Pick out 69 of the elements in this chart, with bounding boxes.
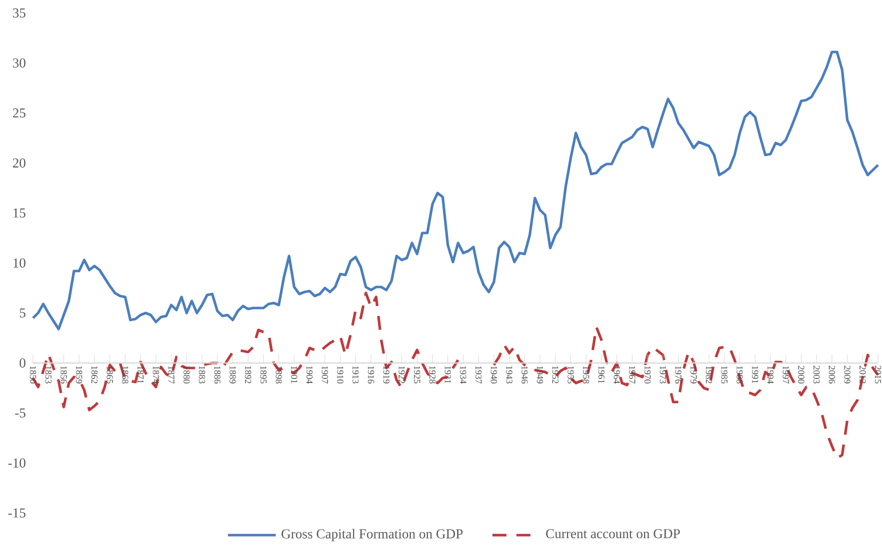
y-tick-label: 35 <box>12 8 26 18</box>
x-tick-label: 1883 <box>198 366 206 384</box>
x-tick-label: 1931 <box>444 366 451 384</box>
x-tick-label: 1976 <box>675 366 682 384</box>
x-tick-label: 1901 <box>291 366 298 384</box>
x-tick-label: 1967 <box>629 366 636 384</box>
x-tick-label: 1988 <box>736 366 743 384</box>
x-tick-label: 1958 <box>582 366 590 384</box>
x-tick-label: 1934 <box>460 366 466 384</box>
x-tick-label: 1949 <box>536 366 544 384</box>
y-tick-label: 30 <box>12 58 26 68</box>
x-tick-label: 1853 <box>45 366 52 384</box>
x-tick-label: 1925 <box>414 366 420 384</box>
x-tick-label: 2000 <box>798 366 804 384</box>
x-tick-label: 1898 <box>276 366 282 384</box>
x-tick-label: 1850 <box>30 366 36 384</box>
y-tick-label: -5 <box>15 408 26 418</box>
x-tick-label: 1895 <box>260 366 267 384</box>
x-tick-label: 1910 <box>337 366 344 384</box>
x-tick-label: 2015 <box>874 366 882 384</box>
x-tick-label: 1943 <box>506 366 512 384</box>
y-tick-label: 5 <box>20 308 26 318</box>
y-tick-label: 25 <box>12 108 26 118</box>
x-tick-label: 1874 <box>152 366 160 384</box>
x-tick-label: 1868 <box>122 366 128 384</box>
x-tick-label: 1970 <box>644 366 651 384</box>
x-tick-label: 1871 <box>137 366 144 384</box>
x-tick-label: 1907 <box>322 366 328 384</box>
x-tick-label: 1916 <box>368 366 374 384</box>
y-tick-label: 20 <box>12 158 26 168</box>
x-tick-label: 1913 <box>352 366 359 384</box>
y-tick-label: 0 <box>20 358 26 368</box>
y-tick-label: 15 <box>14 208 26 218</box>
x-tick-label: 1889 <box>230 366 236 384</box>
x-tick-label: 1859 <box>76 366 82 384</box>
y-tick-label: 10 <box>14 258 26 268</box>
x-tick-label: 1955 <box>568 366 574 384</box>
x-tick-label: 1982 <box>706 366 712 384</box>
x-tick-label: 1964 <box>614 366 620 384</box>
x-tick-label: 1886 <box>214 366 220 384</box>
x-tick-label: 1892 <box>244 366 252 384</box>
x-tick-label: 1880 <box>184 366 190 384</box>
x-tick-label: 1979 <box>690 366 697 384</box>
legend-label: Current account on GDP <box>546 529 680 538</box>
x-tick-label: 1856 <box>60 366 67 384</box>
x-tick-label: 1904 <box>306 366 313 384</box>
x-tick-label: 1922 <box>398 366 405 384</box>
x-tick-label: 1940 <box>490 366 498 384</box>
x-tick-label: 1973 <box>660 366 666 384</box>
x-tick-label: 1991 <box>752 366 758 384</box>
x-tick-label: 1994 <box>767 366 774 384</box>
x-tick-label: 2009 <box>844 366 850 384</box>
x-tick-label: 1946 <box>522 366 528 384</box>
x-tick-label: 1997 <box>782 366 789 384</box>
x-tick-label: 2006 <box>828 366 836 384</box>
y-tick-label: -10 <box>8 458 26 468</box>
x-tick-label: 2003 <box>813 366 820 384</box>
legend-label: Gross Capital Formation on GDP <box>282 528 463 542</box>
x-tick-label: 2012 <box>860 366 866 384</box>
x-tick-label: 1877 <box>168 366 174 384</box>
y-tick-label: -15 <box>8 508 26 518</box>
x-tick-label: 1862 <box>91 366 98 384</box>
x-tick-label: 1985 <box>721 366 728 384</box>
x-tick-label: 1937 <box>475 366 482 384</box>
x-tick-label: 1919 <box>383 366 390 384</box>
x-tick-label: 1865 <box>106 366 113 384</box>
x-tick-label: 1952 <box>552 366 558 384</box>
x-tick-label: 1961 <box>598 366 605 384</box>
x-tick-label: 1928 <box>429 366 436 384</box>
